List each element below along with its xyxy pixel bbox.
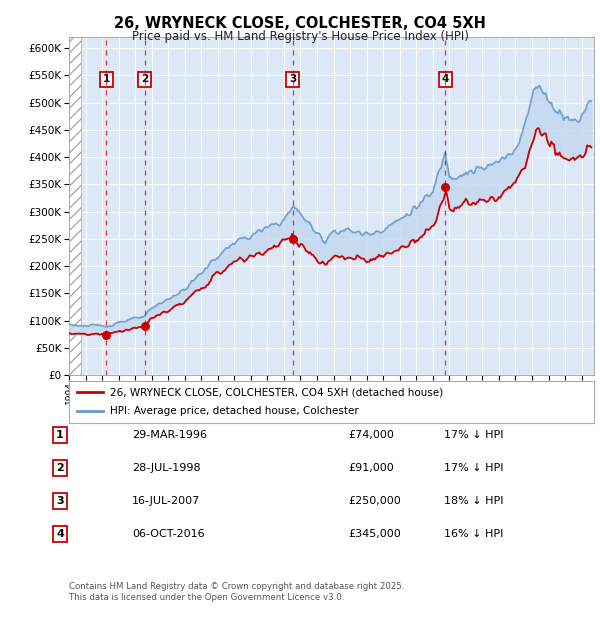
Text: 26, WRYNECK CLOSE, COLCHESTER, CO4 5XH: 26, WRYNECK CLOSE, COLCHESTER, CO4 5XH xyxy=(114,16,486,30)
Text: Price paid vs. HM Land Registry's House Price Index (HPI): Price paid vs. HM Land Registry's House … xyxy=(131,30,469,43)
Text: 16-JUL-2007: 16-JUL-2007 xyxy=(132,496,200,506)
Text: 16% ↓ HPI: 16% ↓ HPI xyxy=(444,529,503,539)
Text: £91,000: £91,000 xyxy=(348,463,394,473)
Text: 26, WRYNECK CLOSE, COLCHESTER, CO4 5XH (detached house): 26, WRYNECK CLOSE, COLCHESTER, CO4 5XH (… xyxy=(110,387,443,397)
Text: 18% ↓ HPI: 18% ↓ HPI xyxy=(444,496,503,506)
Text: 1: 1 xyxy=(56,430,64,440)
Text: HPI: Average price, detached house, Colchester: HPI: Average price, detached house, Colc… xyxy=(110,407,359,417)
Text: 4: 4 xyxy=(442,74,449,84)
Text: £250,000: £250,000 xyxy=(348,496,401,506)
Text: 2: 2 xyxy=(141,74,148,84)
Bar xyxy=(69,37,82,375)
Text: 3: 3 xyxy=(289,74,296,84)
Text: 17% ↓ HPI: 17% ↓ HPI xyxy=(444,430,503,440)
Text: 1: 1 xyxy=(103,74,110,84)
Text: 3: 3 xyxy=(56,496,64,506)
Text: 2: 2 xyxy=(56,463,64,473)
Text: £74,000: £74,000 xyxy=(348,430,394,440)
Text: 28-JUL-1998: 28-JUL-1998 xyxy=(132,463,200,473)
Text: £345,000: £345,000 xyxy=(348,529,401,539)
Text: 4: 4 xyxy=(56,529,64,539)
Text: 17% ↓ HPI: 17% ↓ HPI xyxy=(444,463,503,473)
Text: 29-MAR-1996: 29-MAR-1996 xyxy=(132,430,207,440)
Text: Contains HM Land Registry data © Crown copyright and database right 2025.
This d: Contains HM Land Registry data © Crown c… xyxy=(69,582,404,603)
Text: 06-OCT-2016: 06-OCT-2016 xyxy=(132,529,205,539)
